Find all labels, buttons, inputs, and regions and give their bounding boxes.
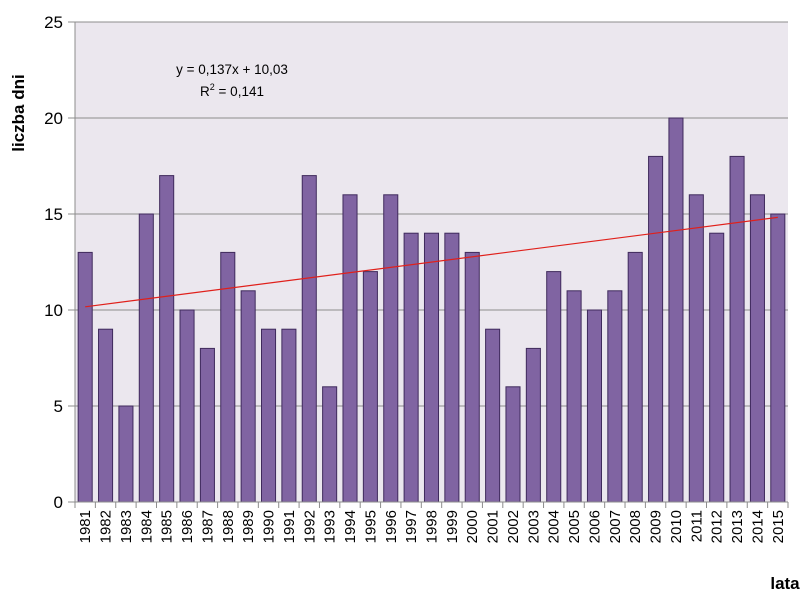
x-tick-label: 2012 xyxy=(709,510,726,543)
y-tick-label: 20 xyxy=(44,109,63,128)
bar xyxy=(98,328,114,503)
bar xyxy=(403,232,419,503)
bar xyxy=(444,232,460,503)
x-tick-label: 1999 xyxy=(444,510,461,543)
x-tick-label: 1992 xyxy=(301,510,318,543)
x-tick-label: 1981 xyxy=(77,510,94,543)
bar xyxy=(118,405,134,503)
x-tick-label: 2004 xyxy=(546,510,563,543)
x-axis-title: lata xyxy=(770,574,800,593)
x-tick-label: 1986 xyxy=(179,510,196,543)
bar xyxy=(525,347,541,503)
bar xyxy=(220,251,236,503)
x-tick-label: 2014 xyxy=(749,510,766,543)
bar xyxy=(586,309,602,503)
y-tick-label: 0 xyxy=(54,493,63,512)
x-tick-label: 2011 xyxy=(688,510,705,542)
x-tick-label: 2000 xyxy=(464,510,481,543)
x-tick-label: 2001 xyxy=(485,510,502,543)
y-tick-label: 25 xyxy=(44,13,63,32)
bar xyxy=(77,251,93,503)
x-tick-label: 1998 xyxy=(424,510,441,543)
x-tick-label: 2007 xyxy=(607,510,624,543)
trend-r-squared: R2 = 0,141 xyxy=(200,82,264,99)
bar xyxy=(709,232,725,503)
x-tick-label: 1990 xyxy=(261,510,278,543)
x-tick-label: 2009 xyxy=(648,510,665,543)
bar xyxy=(770,213,786,503)
r2-prefix: R xyxy=(200,84,210,99)
x-tick-label: 1994 xyxy=(342,510,359,543)
x-tick-label: 2010 xyxy=(668,510,685,543)
x-tick-label: 1982 xyxy=(98,510,115,543)
y-tick-label: 10 xyxy=(44,301,63,320)
bar xyxy=(566,290,582,503)
x-tick-label: 1985 xyxy=(159,510,176,543)
r2-superscript: 2 xyxy=(210,82,215,92)
x-tick-label: 1991 xyxy=(281,510,298,543)
x-tick-label: 1988 xyxy=(220,510,237,543)
x-tick-label: 1984 xyxy=(138,510,155,543)
bar xyxy=(688,194,704,503)
bar xyxy=(505,386,521,503)
x-tick-label: 2003 xyxy=(525,510,542,543)
x-tick-labels: 1981 1982 1983 1984 1985 1986 1987 1988 1989 1990… xyxy=(77,510,787,543)
bar xyxy=(423,232,440,503)
x-tick-label: 1987 xyxy=(199,510,216,543)
bar xyxy=(179,309,195,503)
bar xyxy=(383,194,399,503)
bar xyxy=(485,328,501,503)
bar xyxy=(322,386,338,503)
bar xyxy=(607,290,623,503)
x-tick-label: 1997 xyxy=(403,510,420,543)
x-tick-label: 2015 xyxy=(770,510,787,543)
bar xyxy=(749,194,765,503)
x-tick-label: 1995 xyxy=(362,510,379,543)
x-tick-label: 2005 xyxy=(566,510,583,543)
bar xyxy=(729,155,745,503)
bar xyxy=(240,290,256,503)
x-tick-label: 2002 xyxy=(505,510,522,543)
y-tick-labels: 0 5 10 15 20 25 xyxy=(44,13,63,512)
trend-equation: y = 0,137x + 10,03 xyxy=(176,62,288,77)
bar xyxy=(301,175,317,503)
bar xyxy=(648,155,664,503)
y-tick-label: 15 xyxy=(44,205,63,224)
bar xyxy=(199,347,215,503)
y-axis-title: liczba dni xyxy=(9,74,28,151)
r2-suffix: = 0,141 xyxy=(215,84,264,99)
bar xyxy=(668,117,684,503)
bar xyxy=(362,271,378,503)
bar xyxy=(342,194,358,503)
x-tick-label: 1989 xyxy=(240,510,257,543)
bar xyxy=(627,251,643,503)
x-tick-label: 1996 xyxy=(383,510,400,543)
trend-line xyxy=(85,216,778,308)
bar xyxy=(464,251,480,503)
x-tick-label: 2006 xyxy=(586,510,603,543)
x-tick-label: 2008 xyxy=(627,510,644,543)
bar xyxy=(159,175,175,503)
bar xyxy=(261,328,277,503)
axes xyxy=(68,21,789,508)
y-tick-label: 5 xyxy=(54,397,63,416)
x-tick-label: 1983 xyxy=(118,510,135,543)
bar xyxy=(281,328,297,503)
bar xyxy=(138,213,154,503)
bar xyxy=(546,271,562,503)
x-tick-label: 2013 xyxy=(729,510,746,543)
x-tick-label: 1993 xyxy=(322,510,339,543)
